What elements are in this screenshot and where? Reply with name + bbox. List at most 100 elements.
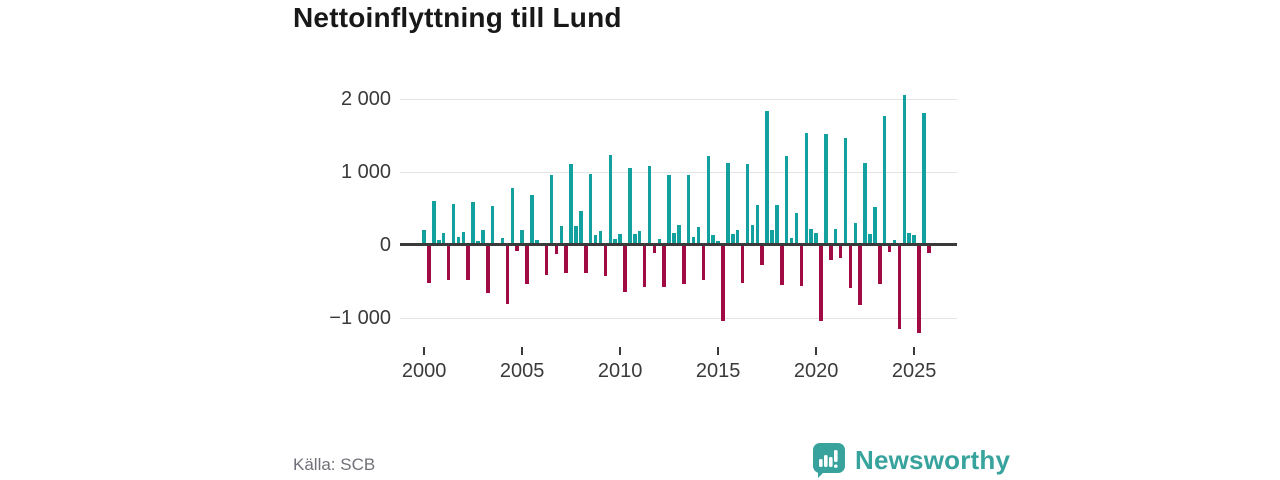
bar-2008Q2 xyxy=(584,246,588,273)
bar-2016Q4 xyxy=(750,224,755,245)
bar-2021Q3 xyxy=(843,138,848,245)
bar-2006Q3 xyxy=(549,174,554,245)
bar-2002Q2 xyxy=(466,246,470,280)
bar-2000Q2 xyxy=(427,246,431,283)
newsworthy-bubble-chart-icon xyxy=(813,443,845,478)
bar-2017Q4 xyxy=(770,229,774,245)
bar-2012Q1 xyxy=(657,239,662,245)
bar-2007Q2 xyxy=(564,246,568,273)
bar-2011Q3 xyxy=(647,166,652,245)
bar-2012Q2 xyxy=(662,246,666,287)
x-tick-2005 xyxy=(521,347,524,355)
bar-2011Q1 xyxy=(637,230,642,245)
bar-2018Q4 xyxy=(789,237,794,245)
bar-2007Q4 xyxy=(574,226,578,245)
bar-2000Q3 xyxy=(432,201,436,245)
bar-2001Q4 xyxy=(456,236,461,245)
bar-2017Q1 xyxy=(755,205,760,245)
bar-2025Q4 xyxy=(927,246,931,254)
x-axis-label-2015: 2015 xyxy=(695,360,741,382)
x-axis-label-2025: 2025 xyxy=(891,360,937,382)
bar-2001Q3 xyxy=(451,203,456,245)
bar-2011Q4 xyxy=(652,246,657,253)
gridline-2000 xyxy=(400,99,957,100)
bar-2021Q1 xyxy=(833,229,838,245)
x-axis-label-2020: 2020 xyxy=(793,360,839,382)
gridline-neg-1000 xyxy=(400,318,957,319)
bar-2007Q3 xyxy=(569,163,573,245)
bar-2013Q2 xyxy=(682,246,686,284)
bar-2003Q1 xyxy=(481,229,485,245)
bar-2010Q1 xyxy=(618,234,622,245)
bar-2007Q1 xyxy=(559,226,564,245)
bar-2003Q3 xyxy=(490,206,495,245)
bar-2003Q2 xyxy=(486,246,490,294)
bar-2022Q3 xyxy=(863,163,867,245)
gridline-1000 xyxy=(400,172,957,173)
bar-2022Q4 xyxy=(868,233,872,245)
newsworthy-wordmark: Newsworthy xyxy=(855,444,1011,475)
x-tick-2015 xyxy=(717,347,720,355)
bar-2016Q1 xyxy=(735,229,740,245)
bar-2005Q4 xyxy=(535,239,539,245)
bar-2013Q4 xyxy=(691,236,696,245)
bar-2004Q4 xyxy=(515,246,519,252)
bar-2001Q2 xyxy=(446,246,451,281)
bar-2006Q4 xyxy=(554,246,559,254)
bar-2018Q1 xyxy=(775,205,779,245)
x-tick-2000 xyxy=(423,347,426,355)
bar-2010Q3 xyxy=(628,167,632,245)
bar-2016Q2 xyxy=(740,246,745,284)
bar-2002Q4 xyxy=(476,240,480,245)
bar-2004Q3 xyxy=(510,187,515,245)
bar-2023Q1 xyxy=(873,206,877,245)
bar-2002Q3 xyxy=(471,201,475,245)
chart-title: Nettoinflyttning till Lund xyxy=(293,2,622,33)
bar-2009Q1 xyxy=(598,230,603,245)
bar-2000Q4 xyxy=(437,240,441,245)
bar-2025Q2 xyxy=(917,246,921,333)
bar-2014Q2 xyxy=(701,246,706,280)
bar-2020Q4 xyxy=(829,246,833,260)
bar-2014Q3 xyxy=(706,155,711,245)
bar-2021Q4 xyxy=(848,246,853,289)
x-tick-2010 xyxy=(619,347,622,355)
bar-2005Q2 xyxy=(525,246,529,284)
bar-2008Q1 xyxy=(579,211,583,245)
bar-2004Q1 xyxy=(500,237,505,245)
bar-2006Q2 xyxy=(544,246,549,275)
bar-2018Q2 xyxy=(780,246,784,286)
y-axis-label-1000: 1 000 xyxy=(340,161,391,183)
bar-2009Q3 xyxy=(608,155,613,245)
x-axis-zero-line xyxy=(400,243,957,246)
bar-2015Q4 xyxy=(731,233,735,245)
bar-2015Q3 xyxy=(726,163,730,245)
x-axis-label-2005: 2005 xyxy=(499,360,545,382)
bar-2016Q3 xyxy=(745,164,750,245)
bar-2010Q2 xyxy=(623,246,627,292)
bar-2023Q3 xyxy=(882,116,887,245)
bar-2008Q4 xyxy=(593,235,598,245)
bar-2009Q4 xyxy=(613,238,617,245)
bar-2024Q3 xyxy=(902,94,907,245)
bar-2015Q2 xyxy=(721,246,725,321)
newsworthy-logo: Newsworthy xyxy=(812,442,1010,478)
bar-2012Q4 xyxy=(672,233,676,245)
bar-2005Q1 xyxy=(520,229,524,245)
y-axis-label-neg-1000: −1 000 xyxy=(329,307,391,329)
bar-2024Q4 xyxy=(907,232,911,245)
bar-2023Q4 xyxy=(887,246,892,253)
bar-2014Q4 xyxy=(711,235,715,245)
bar-2019Q2 xyxy=(799,246,804,287)
bar-2020Q2 xyxy=(819,246,823,322)
bar-2013Q1 xyxy=(677,224,681,245)
bar-2017Q3 xyxy=(765,110,769,245)
bar-2021Q2 xyxy=(838,246,843,258)
bar-2025Q1 xyxy=(912,235,916,245)
bar-2004Q2 xyxy=(505,246,510,304)
bar-2000Q1 xyxy=(422,229,426,245)
bar-2013Q3 xyxy=(686,175,691,245)
bar-2024Q2 xyxy=(897,246,902,329)
